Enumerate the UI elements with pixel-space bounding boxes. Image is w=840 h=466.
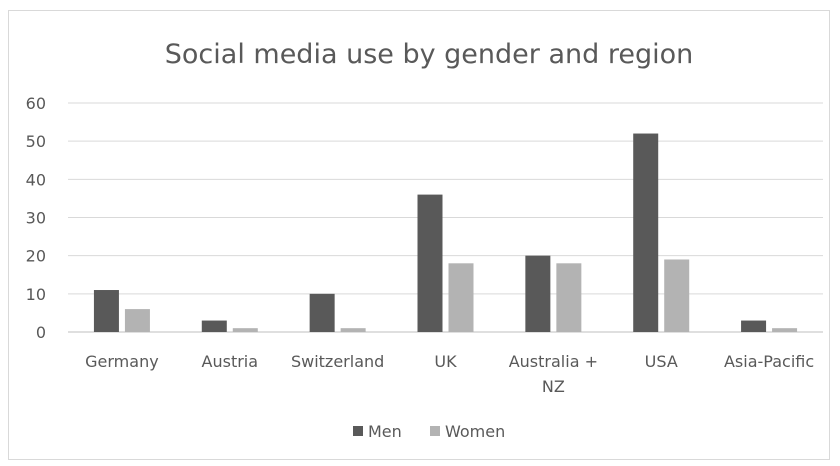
bar-women-4: [556, 263, 582, 332]
x-axis-labels: Germany Austria Switzerland UK Australia + NZ…: [85, 352, 814, 396]
x-category-label: NZ: [542, 377, 565, 396]
bar-men-1: [201, 320, 227, 332]
bar-women-2: [340, 328, 366, 332]
bar-men-6: [741, 320, 767, 332]
x-category-label: Asia-Pacific: [724, 352, 814, 371]
y-tick-label: 30: [26, 209, 46, 228]
y-tick-label: 10: [26, 285, 46, 304]
chart-title: Social media use by gender and region: [165, 39, 693, 70]
y-tick-label: 20: [26, 247, 46, 266]
x-category-label: USA: [645, 352, 678, 371]
x-category-label: Austria: [202, 352, 259, 371]
bars: [93, 133, 798, 332]
bar-men-4: [525, 255, 551, 332]
y-tick-label: 0: [36, 323, 46, 342]
bar-women-6: [772, 328, 798, 332]
x-category-label: Australia +: [509, 352, 598, 371]
y-tick-label: 40: [26, 170, 46, 189]
bar-women-1: [232, 328, 258, 332]
x-category-label: Germany: [85, 352, 159, 371]
legend-swatch-women: [430, 426, 440, 436]
bar-men-3: [417, 194, 443, 332]
legend-swatch-men: [353, 426, 363, 436]
bar-men-2: [309, 293, 335, 332]
x-category-label: UK: [434, 352, 457, 371]
bar-women-5: [664, 259, 690, 332]
y-tick-label: 50: [26, 132, 46, 151]
gridlines: [68, 102, 823, 333]
x-category-label: Switzerland: [291, 352, 384, 371]
legend-label-men: Men: [368, 422, 402, 441]
bar-women-3: [448, 263, 474, 332]
y-axis-ticks: 0 10 20 30 40 50 60: [26, 94, 46, 342]
y-tick-label: 60: [26, 94, 46, 113]
legend: Men Women: [353, 422, 505, 441]
legend-label-women: Women: [445, 422, 505, 441]
bar-men-5: [633, 133, 659, 332]
bar-men-0: [93, 290, 119, 332]
bar-women-0: [124, 309, 150, 332]
